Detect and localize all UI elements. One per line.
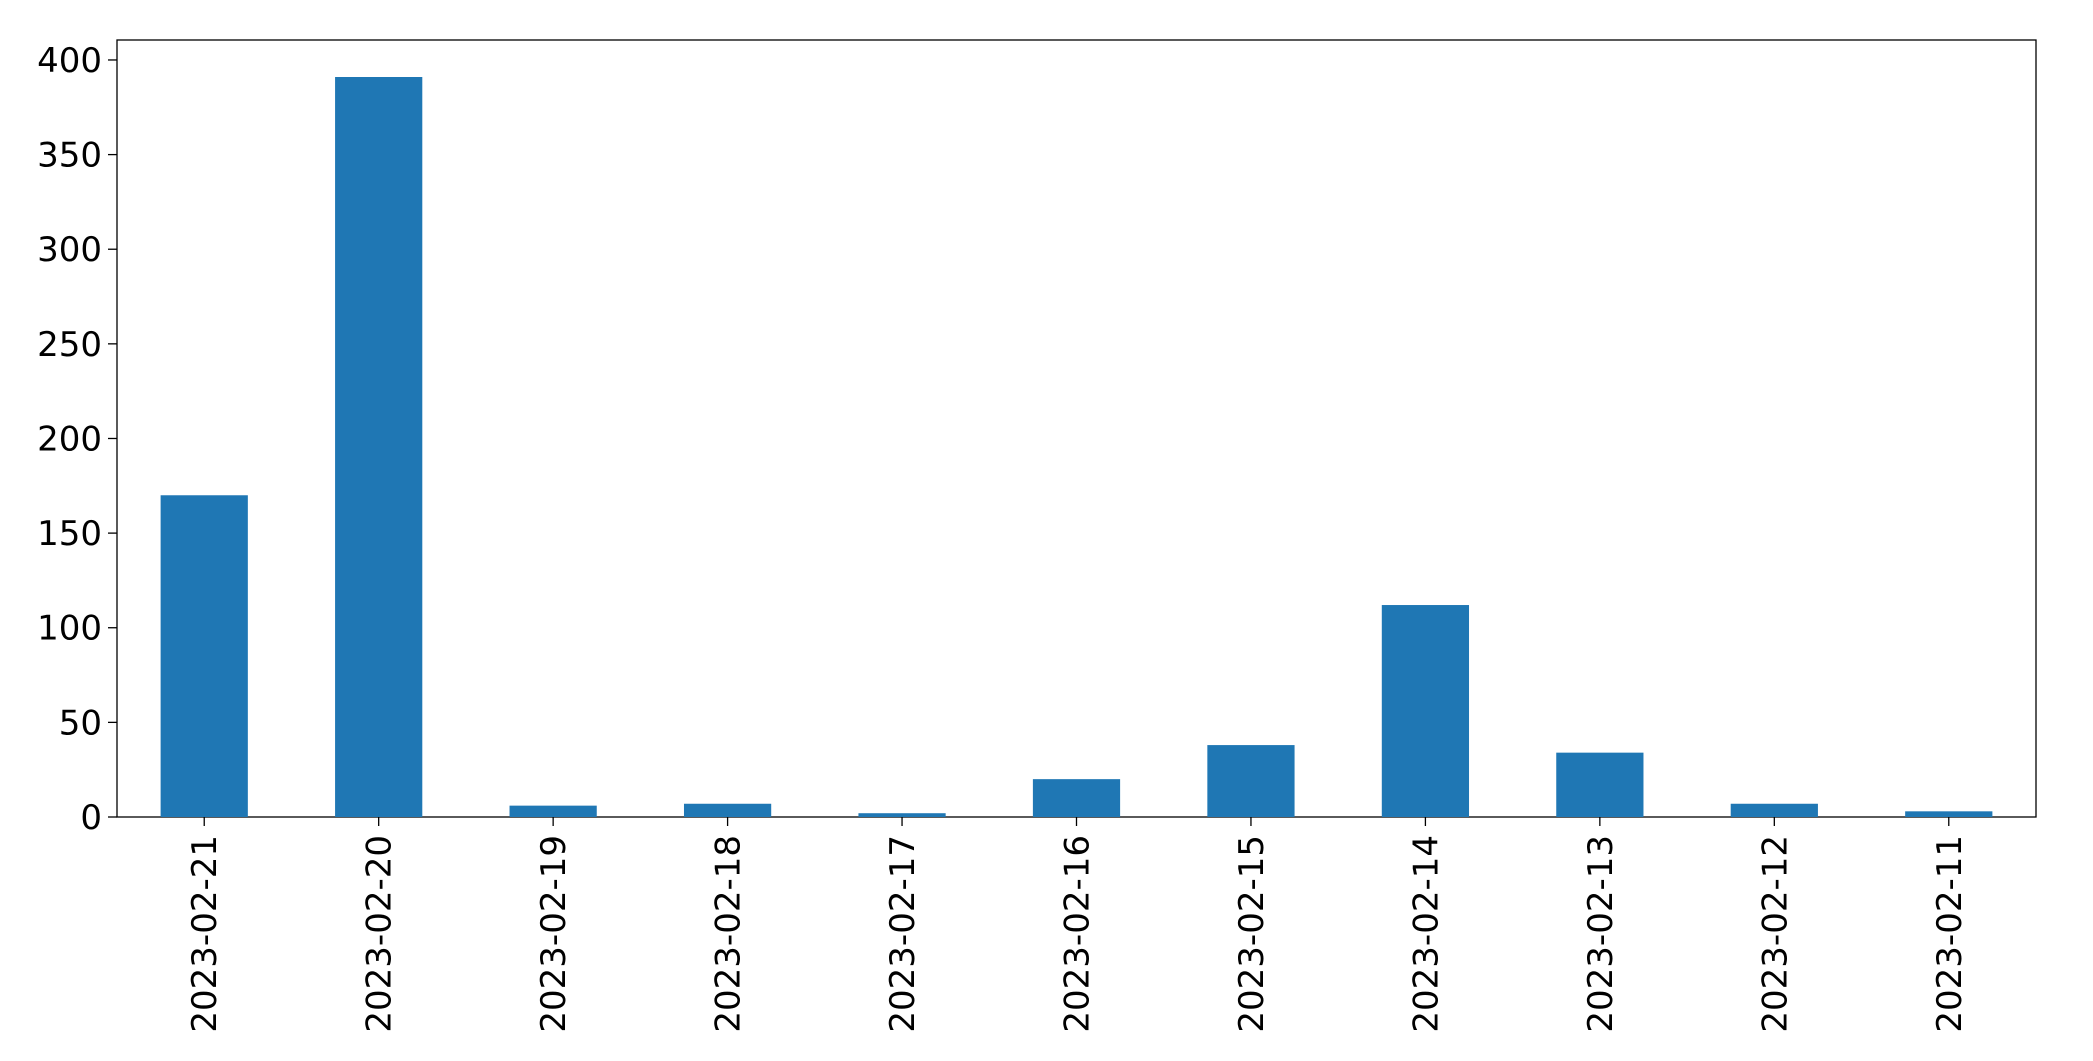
x-tick-label: 2023-02-16 — [1058, 835, 1098, 1033]
bar — [509, 805, 597, 817]
x-tick-label: 2023-02-20 — [360, 835, 400, 1033]
x-tick-label: 2023-02-19 — [534, 835, 574, 1033]
y-tick-label: 0 — [80, 798, 102, 838]
x-tick-label: 2023-02-13 — [1581, 835, 1621, 1033]
bar — [160, 495, 248, 817]
bar — [1207, 745, 1295, 817]
bar — [1730, 803, 1818, 817]
x-tick-label: 2023-02-14 — [1406, 835, 1446, 1033]
bar — [1381, 605, 1470, 817]
x-tick-label: 2023-02-21 — [185, 835, 225, 1033]
x-tick-label: 2023-02-17 — [883, 835, 923, 1033]
y-tick-label: 50 — [59, 703, 102, 743]
bar — [1905, 811, 1993, 817]
bar — [683, 803, 772, 817]
x-tick-label: 2023-02-11 — [1930, 835, 1970, 1033]
y-tick-label: 100 — [37, 609, 102, 649]
y-tick-label: 200 — [37, 419, 102, 459]
y-tick-label: 150 — [37, 514, 102, 554]
bar — [1032, 779, 1121, 817]
y-tick-label: 350 — [37, 136, 102, 176]
x-tick-label: 2023-02-12 — [1755, 835, 1795, 1033]
y-tick-label: 300 — [37, 230, 102, 270]
bar — [335, 77, 423, 817]
bar — [858, 813, 946, 817]
bar — [1556, 752, 1644, 817]
x-tick-label: 2023-02-15 — [1232, 835, 1272, 1033]
y-tick-label: 400 — [37, 41, 102, 81]
y-tick-label: 250 — [37, 325, 102, 365]
x-tick-label: 2023-02-18 — [709, 835, 749, 1033]
